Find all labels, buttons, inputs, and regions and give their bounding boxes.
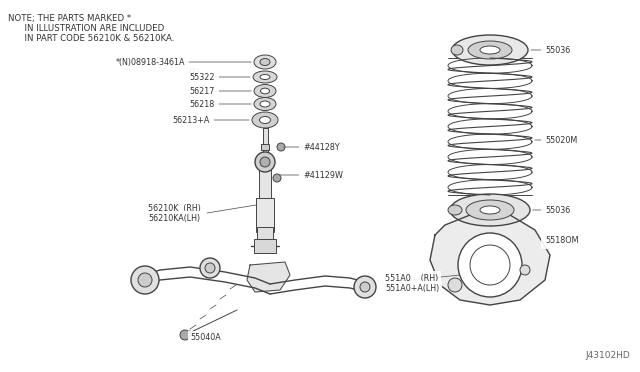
Ellipse shape xyxy=(253,71,277,83)
Circle shape xyxy=(448,278,462,292)
Text: #44128Y: #44128Y xyxy=(303,142,340,151)
Ellipse shape xyxy=(260,101,270,107)
Circle shape xyxy=(131,266,159,294)
Text: 56210K  (RH): 56210K (RH) xyxy=(148,203,201,212)
Ellipse shape xyxy=(254,97,276,110)
Ellipse shape xyxy=(254,55,276,69)
Bar xyxy=(259,168,271,198)
Text: 5518OM: 5518OM xyxy=(545,235,579,244)
Text: 55036: 55036 xyxy=(545,205,570,215)
Text: 56218: 56218 xyxy=(189,99,215,109)
Bar xyxy=(261,144,269,150)
Text: (2): (2) xyxy=(189,67,200,77)
Circle shape xyxy=(277,143,285,151)
Circle shape xyxy=(255,152,275,172)
Ellipse shape xyxy=(468,41,512,59)
Bar xyxy=(257,227,273,239)
Circle shape xyxy=(180,330,190,340)
Circle shape xyxy=(520,265,530,275)
Text: 56213+A: 56213+A xyxy=(173,115,210,125)
Ellipse shape xyxy=(260,58,270,65)
Ellipse shape xyxy=(452,35,528,65)
Ellipse shape xyxy=(450,194,530,226)
Text: *(N)08918-3461A: *(N)08918-3461A xyxy=(115,58,185,67)
Text: 551A0+A(LH): 551A0+A(LH) xyxy=(385,283,439,292)
Ellipse shape xyxy=(254,84,276,97)
Text: 56217: 56217 xyxy=(189,87,215,96)
Circle shape xyxy=(354,276,376,298)
Text: 55040A: 55040A xyxy=(190,334,221,343)
Text: #41129W: #41129W xyxy=(303,170,343,180)
Text: 55036: 55036 xyxy=(545,45,570,55)
Text: 55020M: 55020M xyxy=(545,135,577,144)
Polygon shape xyxy=(430,212,550,305)
Ellipse shape xyxy=(480,206,500,214)
Circle shape xyxy=(205,263,215,273)
Ellipse shape xyxy=(259,116,271,124)
Ellipse shape xyxy=(260,74,270,80)
Circle shape xyxy=(138,273,152,287)
Circle shape xyxy=(360,282,370,292)
Circle shape xyxy=(458,233,522,297)
Ellipse shape xyxy=(451,45,463,55)
Text: 55322: 55322 xyxy=(189,73,215,81)
Polygon shape xyxy=(247,262,290,292)
Text: IN PART CODE 56210K & 56210KA.: IN PART CODE 56210K & 56210KA. xyxy=(8,34,174,43)
Ellipse shape xyxy=(252,112,278,128)
Text: 56210KA(LH): 56210KA(LH) xyxy=(148,214,200,222)
Ellipse shape xyxy=(480,46,500,54)
Ellipse shape xyxy=(260,88,269,94)
Ellipse shape xyxy=(448,205,462,215)
Circle shape xyxy=(273,174,281,182)
Bar xyxy=(262,128,268,168)
Bar xyxy=(254,239,276,253)
Circle shape xyxy=(260,157,270,167)
Text: 551A0    (RH): 551A0 (RH) xyxy=(385,273,438,282)
Bar xyxy=(256,198,274,232)
Text: J43102HD: J43102HD xyxy=(585,351,630,360)
Circle shape xyxy=(200,258,220,278)
Circle shape xyxy=(470,245,510,285)
Text: IN ILLUSTRATION ARE INCLUDED: IN ILLUSTRATION ARE INCLUDED xyxy=(8,24,164,33)
Text: NOTE; THE PARTS MARKED *: NOTE; THE PARTS MARKED * xyxy=(8,14,131,23)
Ellipse shape xyxy=(466,200,514,220)
